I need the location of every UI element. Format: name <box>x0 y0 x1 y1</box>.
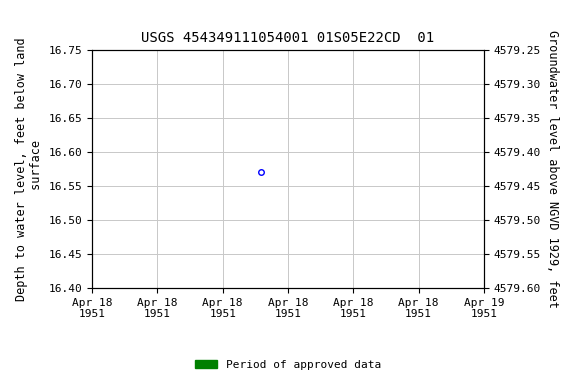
Y-axis label: Groundwater level above NGVD 1929, feet: Groundwater level above NGVD 1929, feet <box>547 30 559 308</box>
Legend: Period of approved data: Period of approved data <box>191 356 385 375</box>
Title: USGS 454349111054001 01S05E22CD  01: USGS 454349111054001 01S05E22CD 01 <box>142 31 434 45</box>
Y-axis label: Depth to water level, feet below land
 surface: Depth to water level, feet below land su… <box>15 37 43 301</box>
